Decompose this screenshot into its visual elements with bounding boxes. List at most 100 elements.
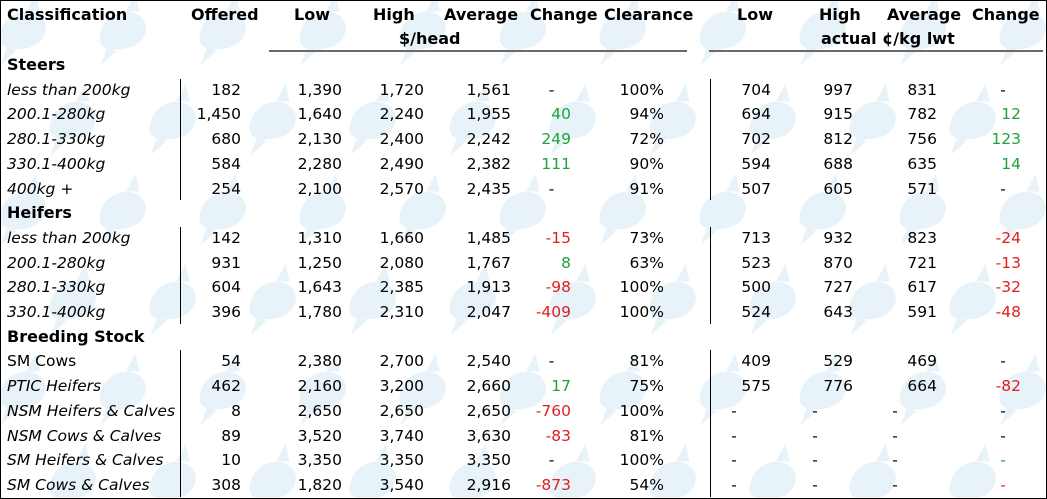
- row-classification: 280.1-330kg: [7, 130, 106, 149]
- cell-offered: 254: [211, 179, 241, 198]
- row-classification: 400kg +: [7, 179, 74, 198]
- cell-low: 1,250: [297, 253, 342, 272]
- cell-low: 2,280: [297, 154, 342, 173]
- cell-offered: 604: [211, 278, 241, 297]
- cell-high: 2,385: [379, 278, 424, 297]
- row-classification: NSM Cows & Calves: [7, 426, 162, 445]
- section-heading: Heifers: [7, 203, 72, 223]
- cell-clr: 100%: [619, 401, 664, 420]
- cell-low: 1,780: [297, 303, 342, 321]
- cell-offered: 8: [231, 401, 241, 420]
- cell-chg: -: [548, 80, 555, 99]
- cell-avg2: 664: [907, 377, 937, 396]
- cell-low2: -: [731, 451, 737, 470]
- cell-chg2: -: [1000, 80, 1006, 99]
- cell-chg: -873: [535, 475, 571, 494]
- cell-low2: 702: [741, 130, 771, 149]
- row-classification: SM Cows: [7, 352, 77, 371]
- cell-chg: -409: [535, 303, 571, 321]
- cell-chg2: -13: [995, 253, 1021, 272]
- cell-clr: 63%: [629, 253, 664, 272]
- cell-low: 3,350: [297, 451, 342, 470]
- cell-offered: 931: [211, 253, 241, 272]
- cell-avg2: 721: [907, 253, 937, 272]
- column-divider: [180, 78, 181, 201]
- cell-high: 2,650: [379, 401, 424, 420]
- cell-high2: 605: [823, 179, 853, 198]
- unit-per-head: $/head: [399, 29, 461, 48]
- row-classification: SM Heifers & Calves: [7, 451, 164, 470]
- cell-chg: -83: [545, 426, 571, 445]
- cell-chg: -: [548, 451, 555, 470]
- header-underline-kg: [709, 50, 1043, 52]
- cell-avg2: -: [892, 426, 898, 445]
- cell-low: 2,650: [297, 401, 342, 420]
- cell-chg2: 12: [1001, 105, 1021, 124]
- cell-avg2: 635: [907, 154, 937, 173]
- cell-low2: 507: [741, 179, 771, 198]
- cell-high: 2,700: [379, 352, 424, 371]
- cell-high2: 812: [823, 130, 853, 149]
- cell-offered: 462: [211, 377, 241, 396]
- column-divider: [710, 226, 711, 324]
- cell-low: 2,130: [297, 130, 342, 149]
- cell-avg: 1,485: [466, 228, 511, 247]
- cell-chg2: -: [1000, 451, 1006, 470]
- header-classification: Classification: [7, 5, 128, 24]
- header-average-kg: Average: [887, 5, 962, 24]
- column-divider: [710, 78, 711, 201]
- cell-high: 3,740: [379, 426, 424, 445]
- cell-low2: 523: [741, 253, 771, 272]
- row-classification: less than 200kg: [7, 80, 131, 99]
- cell-chg2: -: [1000, 426, 1006, 445]
- cell-high: 1,660: [379, 228, 424, 247]
- section-heading: Breeding Stock: [7, 326, 145, 346]
- header-offered: Offered: [191, 5, 259, 24]
- cell-high2: 688: [823, 154, 853, 173]
- cell-high2: -: [812, 401, 818, 420]
- header-clearance: Clearance: [604, 5, 694, 24]
- cell-chg2: -: [1000, 401, 1006, 420]
- cell-low: 1,640: [297, 105, 342, 124]
- cell-chg2: -82: [995, 377, 1021, 396]
- row-classification: 200.1-280kg: [7, 253, 106, 272]
- cell-high2: 870: [823, 253, 853, 272]
- cell-avg: 1,913: [466, 278, 511, 297]
- cell-high: 3,540: [379, 475, 424, 494]
- cell-low2: -: [731, 401, 737, 420]
- cell-high: 2,570: [379, 179, 424, 198]
- cell-high2: 727: [823, 278, 853, 297]
- cell-high2: -: [812, 426, 818, 445]
- cell-high: 2,490: [379, 154, 424, 173]
- cell-avg: 2,435: [466, 179, 511, 198]
- cell-clr: 54%: [629, 475, 664, 494]
- cell-chg2: -: [1000, 352, 1006, 371]
- cell-offered: 396: [211, 303, 241, 321]
- header-underline-head: [269, 50, 687, 52]
- cell-chg: 40: [551, 105, 571, 124]
- header-change: Change: [530, 5, 598, 24]
- cell-low: 3,520: [297, 426, 342, 445]
- row-classification: 330.1-400kg: [7, 303, 106, 321]
- cell-high: 3,200: [379, 377, 424, 396]
- cell-chg: 111: [541, 154, 571, 173]
- cell-avg2: -: [892, 451, 898, 470]
- cell-chg: -15: [545, 228, 571, 247]
- cell-avg: 1,955: [466, 105, 511, 124]
- cell-offered: 1,450: [196, 105, 241, 124]
- section-heading: Steers: [7, 55, 66, 74]
- cell-avg: 3,630: [466, 426, 511, 445]
- cell-low2: -: [731, 475, 737, 494]
- cell-low: 2,160: [297, 377, 342, 396]
- cell-offered: 308: [211, 475, 241, 494]
- cell-high2: -: [812, 475, 818, 494]
- column-divider: [710, 350, 711, 497]
- cell-offered: 54: [221, 352, 241, 371]
- cell-avg2: 591: [907, 303, 937, 321]
- cell-avg: 1,767: [466, 253, 511, 272]
- cell-high2: 932: [823, 228, 853, 247]
- cell-high: 2,080: [379, 253, 424, 272]
- cell-offered: 10: [221, 451, 241, 470]
- cell-chg2: -32: [995, 278, 1021, 297]
- cell-low: 1,390: [297, 80, 342, 99]
